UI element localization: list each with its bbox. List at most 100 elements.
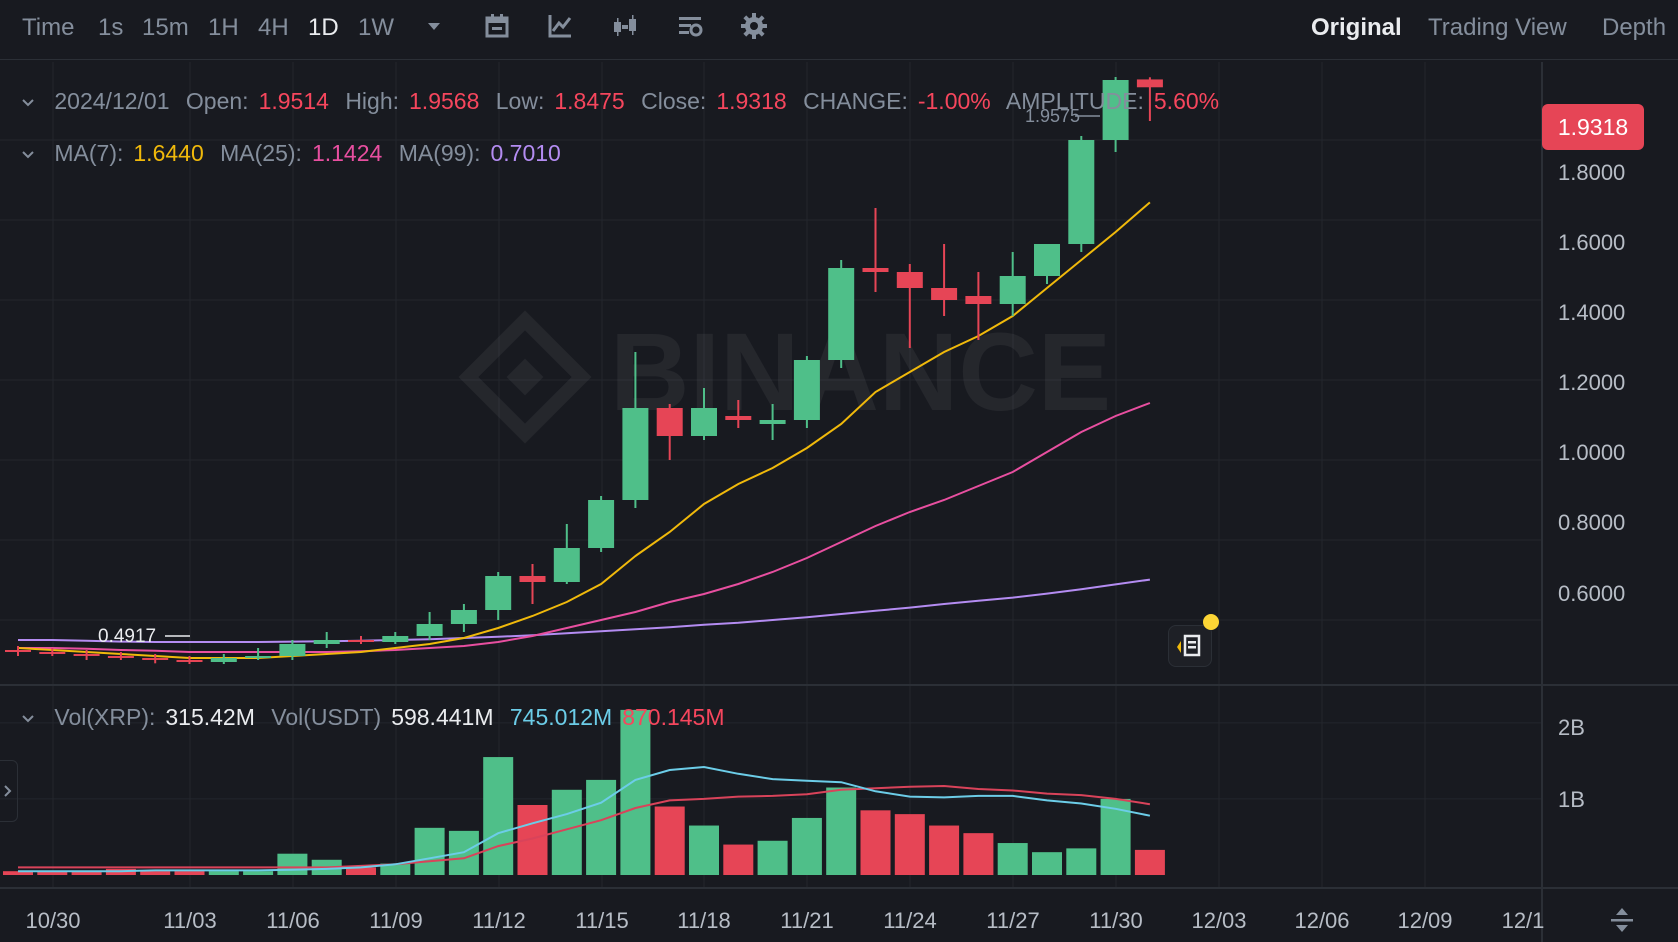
vol-usdt-label: Vol(USDT) xyxy=(271,704,382,730)
volume-bar xyxy=(963,833,994,875)
chevron-down-icon[interactable] xyxy=(22,97,34,109)
calendar-icon[interactable] xyxy=(483,12,511,40)
ma7-value: 1.6440 xyxy=(133,140,204,166)
time-interval-button[interactable]: Time xyxy=(22,14,75,41)
date-axis-label: 12/1 xyxy=(1501,908,1545,933)
chevron-right-icon xyxy=(4,785,12,797)
open-label: Open: xyxy=(185,88,249,114)
interval-4h-button[interactable]: 4H xyxy=(258,14,289,41)
vol-xrp-value: 315.42M xyxy=(165,704,255,730)
candle-body xyxy=(382,636,409,642)
volume-bar xyxy=(3,871,33,875)
candle-body xyxy=(416,624,443,636)
ma99-line xyxy=(18,578,1151,643)
tab-original[interactable]: Original xyxy=(1311,14,1402,41)
candle-body xyxy=(793,360,820,420)
candle-body xyxy=(107,656,134,658)
candle-body xyxy=(1136,79,1163,88)
interval-1s-button[interactable]: 1s xyxy=(98,14,124,41)
date-axis-label: 11/09 xyxy=(369,908,423,933)
candle-body xyxy=(691,408,717,436)
candle-body xyxy=(39,652,66,654)
candle-body xyxy=(588,500,615,548)
price-axis-label: 1.6000 xyxy=(1558,230,1626,255)
volume-bar xyxy=(277,853,308,875)
line-chart-icon[interactable] xyxy=(546,12,574,40)
chevron-down-icon[interactable] xyxy=(22,713,34,725)
date-axis-label: 11/03 xyxy=(163,908,217,933)
ma7-label: MA(7): xyxy=(54,140,124,166)
current-price-tag: 1.9318 xyxy=(1542,104,1644,150)
tab-depth[interactable]: Depth xyxy=(1602,14,1667,41)
interval-1h-button[interactable]: 1H xyxy=(208,14,239,41)
candle-body xyxy=(519,576,546,582)
open-value: 1.9514 xyxy=(258,88,329,114)
candle-body xyxy=(313,640,340,644)
candle-body xyxy=(1102,80,1129,140)
date-axis-label: 12/03 xyxy=(1191,908,1247,933)
volume-bar xyxy=(37,871,68,875)
candle-body xyxy=(142,658,169,660)
chevron-down-icon[interactable] xyxy=(420,12,448,40)
low-marker-label: 0.4917 xyxy=(98,626,156,647)
vol-usdt-value: 598.441M xyxy=(391,704,494,730)
candle-body xyxy=(553,548,580,582)
volume-bar xyxy=(826,787,857,875)
tab-trading-view[interactable]: Trading View xyxy=(1428,14,1567,41)
interval-1w-button[interactable]: 1W xyxy=(358,14,394,41)
volume-bars xyxy=(3,709,1165,875)
high-value: 1.9568 xyxy=(409,88,480,114)
ohlc-info-row: 2024/12/01 Open: 1.9514 High: 1.9568 Low: 1… xyxy=(22,88,1229,115)
date-axis-label: 11/30 xyxy=(1089,908,1143,933)
high-marker-label: 1.9575 xyxy=(1025,106,1080,126)
candle-body xyxy=(279,644,306,656)
vol-xrp-label: Vol(XRP): xyxy=(54,704,156,730)
candle-body xyxy=(656,408,683,436)
volume-bar xyxy=(791,817,822,875)
price-axis-label: 0.6000 xyxy=(1558,581,1626,606)
indicator-icon[interactable] xyxy=(676,12,704,40)
candle-body xyxy=(210,658,237,662)
note-icon xyxy=(1177,634,1201,657)
volume-bar xyxy=(174,871,205,875)
candle-body xyxy=(245,656,272,658)
candle-body xyxy=(965,296,992,304)
amplitude-value: 5.60% xyxy=(1153,88,1220,114)
volume-bar xyxy=(1066,848,1097,875)
candle-body xyxy=(176,660,203,662)
ohlc-date: 2024/12/01 xyxy=(54,88,170,114)
volume-bar xyxy=(71,871,102,875)
volume-bar xyxy=(483,757,514,875)
interval-15m-button[interactable]: 15m xyxy=(142,14,189,41)
fit-vertical-icon[interactable] xyxy=(1608,906,1636,934)
candle-body xyxy=(862,268,889,272)
notification-dot xyxy=(1203,614,1219,630)
gear-icon[interactable] xyxy=(740,12,768,40)
low-value: 1.8475 xyxy=(554,88,625,114)
candle-body xyxy=(450,610,477,624)
price-axis-label: 1.4000 xyxy=(1558,300,1626,325)
candle-body xyxy=(1068,140,1095,244)
volume-ma-lines xyxy=(18,765,1151,873)
date-axis-label: 11/24 xyxy=(883,908,937,933)
expand-sidebar-handle[interactable] xyxy=(0,760,18,822)
volume-bar xyxy=(860,810,891,875)
candle-body xyxy=(931,288,958,300)
candle-body xyxy=(999,276,1026,304)
date-axis-label: 11/27 xyxy=(986,908,1040,933)
annotation-button[interactable] xyxy=(1168,614,1219,667)
ma7-line xyxy=(17,201,1151,659)
candles-icon[interactable] xyxy=(611,12,639,40)
candle-body xyxy=(759,420,786,424)
watermark-text: BINANCE xyxy=(610,311,1111,434)
volume-bar xyxy=(894,814,925,875)
interval-1d-button[interactable]: 1D xyxy=(308,14,339,41)
candlesticks xyxy=(5,77,1163,664)
date-axis-label: 11/21 xyxy=(780,908,834,933)
candle-body xyxy=(485,576,512,610)
ma-lines xyxy=(17,201,1151,659)
vol-ma-short-value: 745.012M xyxy=(509,704,613,730)
chevron-down-icon[interactable] xyxy=(22,149,34,161)
date-axis-label: 10/30 xyxy=(25,908,81,933)
